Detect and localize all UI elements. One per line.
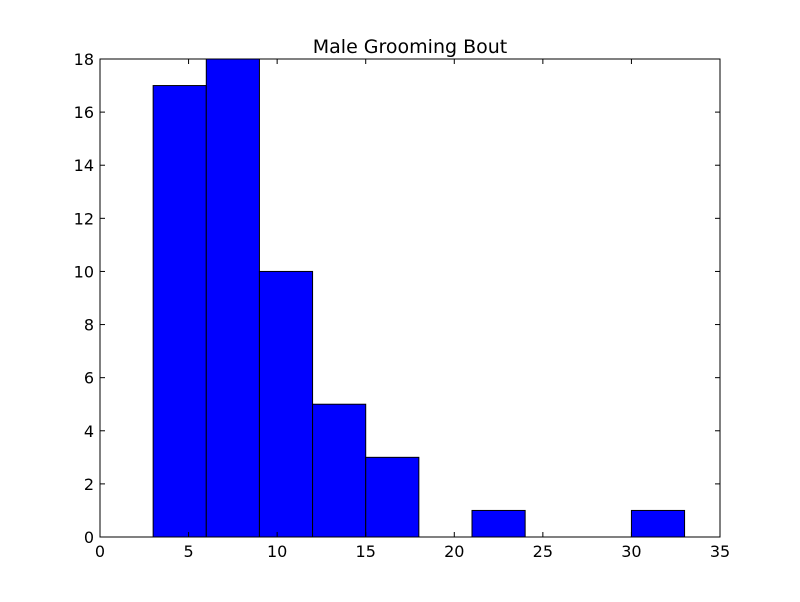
histogram-bar: [312, 403, 367, 538]
histogram-bar: [365, 456, 420, 538]
x-tick-label: 10: [267, 542, 287, 561]
x-tick-label: 0: [95, 542, 105, 561]
histogram-bar: [205, 58, 260, 538]
y-tick-label: 10: [74, 262, 94, 281]
y-tick-label: 12: [74, 209, 94, 228]
x-tick-label: 5: [183, 542, 193, 561]
x-tick-label: 25: [533, 542, 553, 561]
x-tick-label: 30: [621, 542, 641, 561]
bar-group: [152, 58, 686, 538]
histogram-bar: [471, 509, 526, 538]
chart-title: Male Grooming Bout: [313, 36, 508, 58]
y-tick-label: 0: [84, 528, 94, 547]
x-tick-label: 20: [444, 542, 464, 561]
histogram-bar: [630, 509, 686, 538]
histogram-bar: [258, 270, 314, 538]
y-tick-label: 6: [84, 369, 94, 388]
y-tick-label: 8: [84, 316, 94, 335]
y-tick-label: 14: [74, 156, 94, 175]
y-tick-label: 2: [84, 475, 94, 494]
histogram-bar: [152, 85, 207, 538]
x-tick-label: 35: [710, 542, 730, 561]
y-tick-label: 16: [74, 103, 94, 122]
y-tick-label: 4: [84, 422, 94, 441]
x-tick-label: 15: [356, 542, 376, 561]
tick-group: 0 5 10 15 20 25 30 35 0 2 4 6 8 10 12 14 16 18: [74, 50, 731, 561]
y-tick-label: 18: [74, 50, 94, 69]
plot-frame: [99, 58, 721, 538]
